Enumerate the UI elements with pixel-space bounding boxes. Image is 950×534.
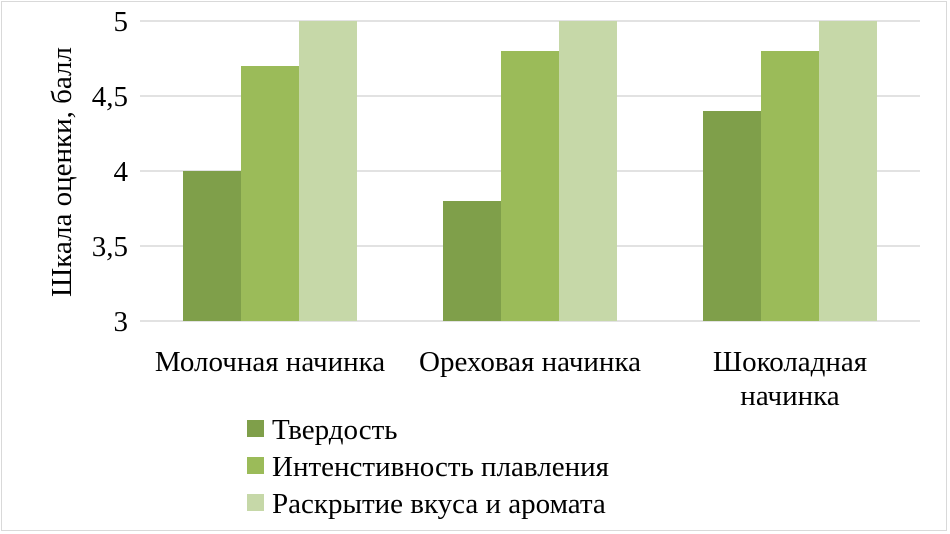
y-axis-label: Шкала оценки, балл (46, 47, 78, 297)
y-tick-label: 3 (114, 306, 129, 338)
x-category-label: начинка (740, 380, 840, 412)
x-category-label: Шоколадная (713, 346, 867, 378)
bar (501, 51, 559, 321)
legend-label: Раскрытие вкуса и аромата (272, 488, 606, 520)
legend-swatch (247, 457, 264, 474)
bar (559, 21, 617, 321)
legend-label: Твердость (272, 414, 398, 446)
y-tick-label: 5 (114, 6, 129, 38)
legend: Твердость Интенстивность плавления Раскрыт… (247, 414, 609, 520)
y-tick-label: 4,5 (92, 81, 128, 113)
x-category-label: Молочная начинка (155, 346, 385, 378)
y-tick-labels: 3 3,5 4 4,5 5 (92, 6, 129, 338)
legend-swatch (247, 494, 264, 511)
y-tick-label: 4 (114, 156, 129, 188)
bars (183, 21, 877, 321)
bar (443, 201, 501, 321)
x-category-labels: Молочная начинка Ореховая начинка Шоколадн… (155, 346, 867, 412)
legend-swatch (247, 420, 264, 437)
bar (703, 111, 761, 321)
bar (819, 21, 877, 321)
bar (761, 51, 819, 321)
bar (241, 66, 299, 321)
bar (299, 21, 357, 321)
y-tick-label: 3,5 (92, 231, 128, 263)
bar (183, 171, 241, 321)
x-category-label: Ореховая начинка (419, 346, 641, 378)
legend-label: Интенстивность плавления (272, 451, 609, 483)
